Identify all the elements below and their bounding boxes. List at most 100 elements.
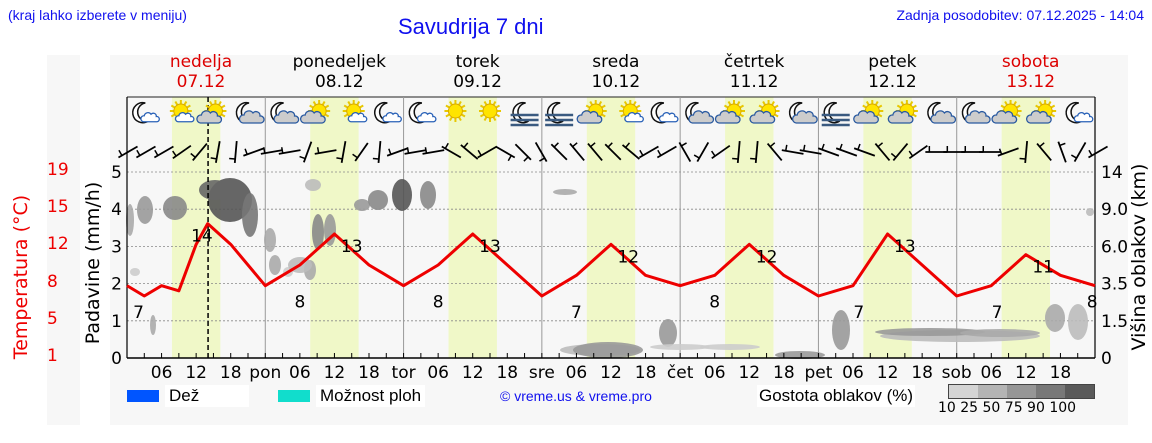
day-date: 10.12	[591, 72, 641, 92]
svg-text:2: 2	[111, 275, 122, 295]
svg-text:06: 06	[704, 363, 726, 383]
day-date: 11.12	[729, 72, 779, 92]
day-name: nedelja	[169, 52, 233, 72]
copyright-link[interactable]: © vreme.us & vreme.pro	[500, 388, 652, 404]
day-date: 13.12	[1006, 72, 1056, 92]
svg-text:18: 18	[358, 363, 380, 383]
svg-text:8: 8	[433, 293, 444, 313]
svg-text:sre: sre	[529, 363, 555, 383]
svg-text:06: 06	[842, 363, 864, 383]
day-date: 09.12	[453, 72, 502, 92]
day-header-5: petek 12.12	[823, 52, 961, 92]
svg-text:3: 3	[111, 237, 122, 257]
temp-axis-panel	[47, 55, 80, 425]
svg-text:12: 12	[462, 363, 484, 383]
svg-text:čet: čet	[667, 363, 694, 383]
legend-showers: Možnost ploh	[278, 385, 426, 407]
svg-text:12: 12	[1015, 363, 1037, 383]
day-header-1: ponedeljek 08.12	[270, 52, 408, 92]
rain-label: Dež	[165, 385, 249, 407]
last-updated: Zadnja posodobitev: 07.12.2025 - 14:04	[896, 7, 1144, 23]
day-date: 07.12	[176, 72, 226, 92]
density-swatch-4	[1065, 385, 1094, 398]
svg-text:sob: sob	[942, 363, 972, 383]
svg-text:06: 06	[427, 363, 449, 383]
day-name: ponedeljek	[292, 52, 386, 72]
day-name: petek	[868, 52, 917, 72]
region-hint: (kraj lahko izberete v meniju)	[8, 7, 187, 23]
day-header-3: sreda 10.12	[547, 52, 685, 92]
svg-text:9.0: 9.0	[1101, 200, 1128, 220]
day-date: 08.12	[314, 72, 364, 92]
svg-text:06: 06	[566, 363, 588, 383]
svg-text:11: 11	[1032, 258, 1054, 278]
svg-text:5: 5	[111, 163, 122, 183]
svg-text:7: 7	[992, 303, 1003, 323]
day-name: sreda	[592, 52, 640, 72]
svg-text:pon: pon	[249, 363, 281, 383]
day-header-6: sobota 13.12	[962, 52, 1100, 92]
svg-text:14: 14	[191, 227, 213, 247]
temp-tick: 5	[47, 308, 58, 329]
svg-text:7: 7	[133, 303, 144, 323]
svg-text:13: 13	[479, 237, 501, 257]
svg-text:tor: tor	[392, 363, 416, 383]
density-swatch-0	[949, 385, 978, 398]
legend-rain: Dež	[127, 385, 249, 407]
svg-text:1: 1	[111, 312, 122, 332]
temp-tick: 15	[47, 197, 69, 218]
cloud-density-label: Gostota oblakov (%)	[757, 385, 916, 407]
temp-tick: 19	[47, 160, 69, 180]
day-name: sobota	[1001, 52, 1060, 72]
wind-barbs	[118, 140, 1108, 164]
svg-text:0: 0	[111, 349, 122, 369]
svg-text:18: 18	[911, 363, 933, 383]
svg-text:6.0: 6.0	[1101, 237, 1128, 257]
svg-text:06: 06	[151, 363, 173, 383]
svg-text:12: 12	[600, 363, 622, 383]
svg-text:18: 18	[220, 363, 242, 383]
svg-text:06: 06	[289, 363, 311, 383]
svg-text:12: 12	[756, 247, 778, 267]
svg-text:18: 18	[496, 363, 518, 383]
svg-text:18: 18	[773, 363, 795, 383]
day-date: 12.12	[868, 72, 917, 92]
svg-text:12: 12	[877, 363, 899, 383]
svg-text:7: 7	[571, 303, 582, 323]
showers-swatch	[278, 390, 310, 402]
svg-text:4: 4	[111, 200, 122, 220]
showers-label: Možnost ploh	[316, 385, 426, 407]
temp-tick: 12	[47, 234, 69, 255]
svg-text:18: 18	[1050, 363, 1072, 383]
density-swatch-3	[1036, 385, 1065, 398]
density-swatch-2	[1007, 385, 1036, 398]
weather-icons	[132, 100, 1094, 127]
temp-tick: 1	[47, 346, 58, 366]
day-header-0: nedelja 07.12	[132, 52, 270, 92]
svg-text:12: 12	[738, 363, 760, 383]
cloud-density-shapes	[126, 178, 1094, 359]
svg-text:3.5: 3.5	[1101, 275, 1128, 295]
svg-text:0: 0	[1101, 349, 1112, 369]
cloud-density-scale	[948, 384, 1095, 399]
day-header-4: četrtek 11.12	[685, 52, 823, 92]
svg-text:12: 12	[617, 247, 639, 267]
svg-text:8: 8	[1087, 293, 1098, 313]
svg-text:06: 06	[980, 363, 1002, 383]
svg-text:8: 8	[709, 293, 720, 313]
svg-text:7: 7	[853, 303, 864, 323]
density-swatch-1	[978, 385, 1007, 398]
svg-text:8: 8	[294, 293, 305, 313]
day-name: četrtek	[723, 52, 785, 72]
grid-lines	[127, 97, 1095, 358]
svg-text:18: 18	[635, 363, 657, 383]
day-header-2: torek 09.12	[409, 52, 547, 92]
cloud-density-ticks: 10 25 50 75 90 100	[938, 400, 1077, 416]
temperature-line: 7 14 8 13 8 13 7 12 8 12 7 13 7 11 8	[126, 222, 1098, 323]
temp-tick: 8	[47, 271, 58, 292]
svg-text:pet: pet	[804, 363, 832, 383]
svg-text:13: 13	[341, 237, 363, 257]
svg-text:14: 14	[1101, 163, 1123, 183]
